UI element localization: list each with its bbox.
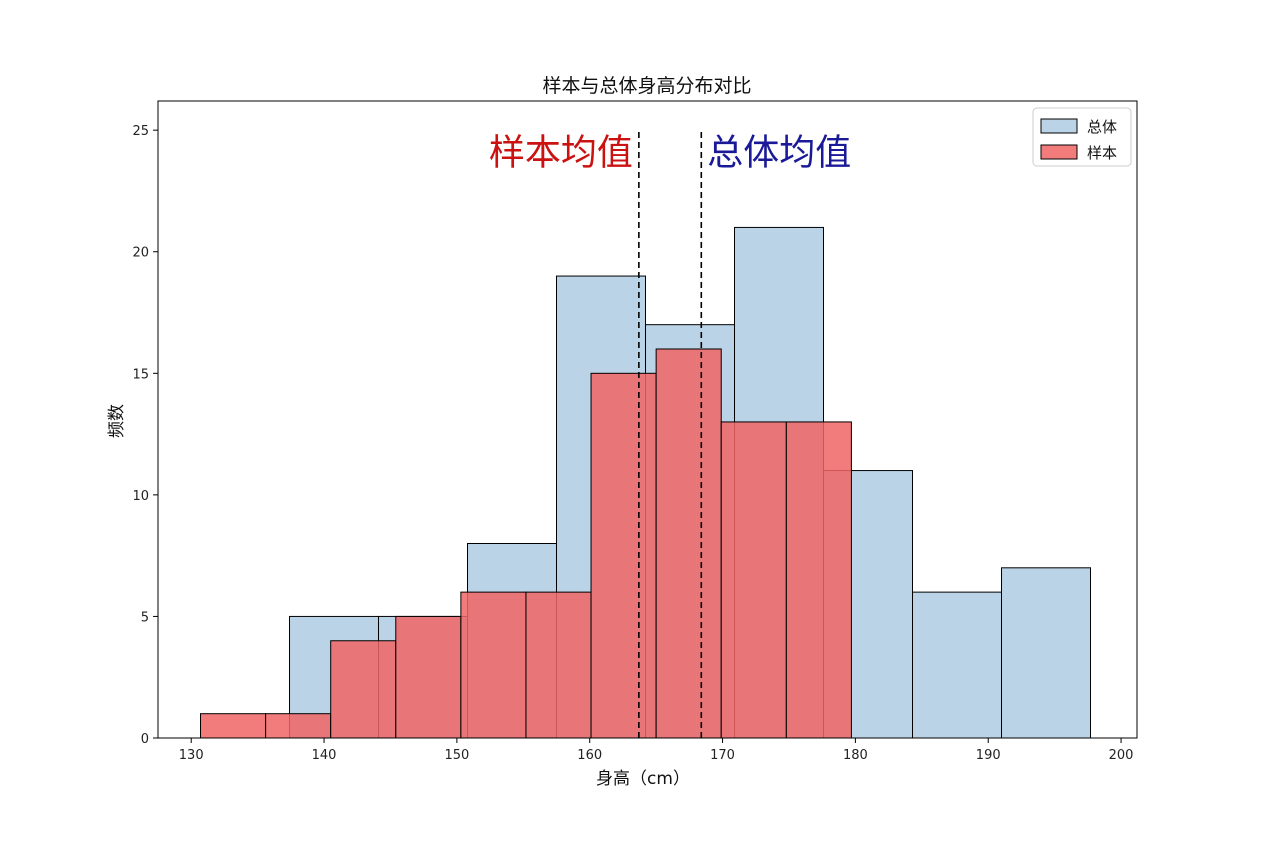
chart-title: 样本与总体身高分布对比	[542, 75, 751, 97]
y-tick-label-0: 0	[141, 732, 149, 747]
sample-bar-2	[330, 640, 397, 739]
x-tick-label-2: 150	[444, 748, 469, 763]
y-axis-label: 频数	[107, 404, 127, 438]
sample-bar-9	[785, 421, 852, 739]
x-tick-label-4: 170	[710, 748, 735, 763]
sample-bars	[200, 348, 852, 739]
sample-bar-6	[590, 372, 657, 739]
y-tick-label-3: 15	[132, 367, 149, 382]
plot-frame	[157, 100, 1138, 739]
mean-label-1: 总体均值	[707, 132, 851, 173]
y-axis: 0 5 10 15 20 25	[132, 124, 158, 747]
x-axis: 130 140 150 160 170 180 190 200	[179, 738, 1134, 763]
sample-bar-7	[655, 348, 722, 739]
y-tick-label-5: 25	[132, 124, 149, 139]
mean-label-0: 样本均值	[489, 132, 633, 173]
population-bar-8	[1001, 567, 1092, 739]
y-tick-label-1: 5	[141, 610, 149, 625]
sample-bar-4	[460, 591, 527, 739]
y-tick-label-4: 20	[132, 246, 149, 261]
legend-label-0: 总体	[1087, 118, 1117, 136]
legend-swatch-0	[1040, 118, 1078, 134]
x-tick-label-7: 200	[1109, 748, 1134, 763]
sample-bar-1	[265, 713, 332, 739]
sample-bar-5	[525, 591, 592, 739]
y-tick-label-2: 10	[132, 489, 149, 504]
x-tick-label-3: 160	[577, 748, 602, 763]
sample-bar-8	[720, 421, 787, 739]
sample-bar-3	[395, 615, 462, 739]
legend-swatch-1	[1040, 144, 1078, 160]
sample-bar-0	[200, 713, 267, 739]
x-tick-label-5: 180	[843, 748, 868, 763]
legend-label-1: 样本	[1087, 144, 1117, 162]
x-tick-label-0: 130	[179, 748, 204, 763]
x-axis-label: 身高（cm）	[596, 769, 690, 789]
x-tick-label-6: 190	[976, 748, 1001, 763]
mean-lines: 样本均值 总体均值	[489, 130, 851, 738]
x-tick-label-1: 140	[312, 748, 337, 763]
population-bar-7	[912, 591, 1003, 739]
